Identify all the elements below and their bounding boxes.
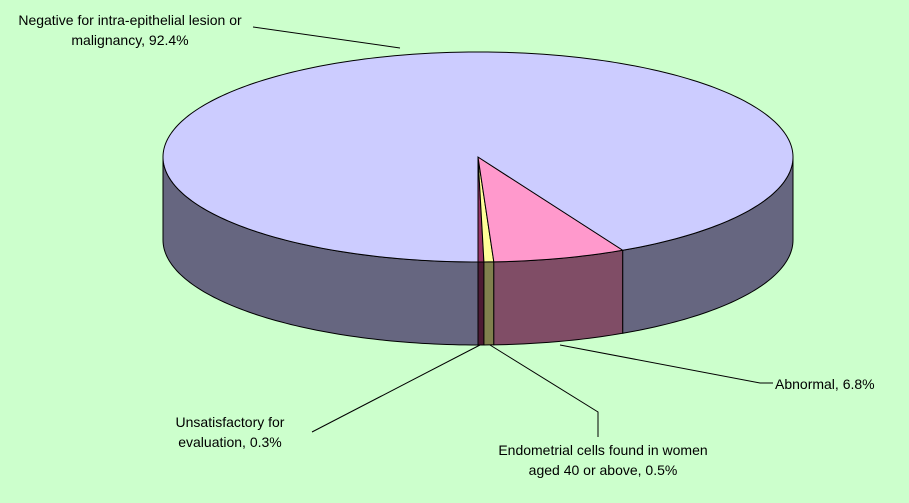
leaders: [252, 26, 773, 437]
leader-line: [559, 344, 773, 384]
data-label: Negative for intra-epithelial lesion or …: [18, 12, 242, 48]
data-label: Abnormal, 6.8%: [775, 376, 875, 392]
leader-line: [252, 26, 401, 49]
slices: [162, 51, 794, 346]
data-label: Unsatisfactory for evaluation, 0.3%: [175, 414, 285, 450]
leader-line: [489, 344, 599, 437]
slice-side: [493, 249, 624, 346]
data-label: Endometrial cells found in women aged 40…: [498, 442, 708, 478]
slice-top: [162, 51, 794, 263]
slice-top: [477, 155, 625, 263]
leader-line: [311, 344, 481, 433]
slice-side: [483, 261, 495, 346]
slice-side: [477, 261, 485, 346]
